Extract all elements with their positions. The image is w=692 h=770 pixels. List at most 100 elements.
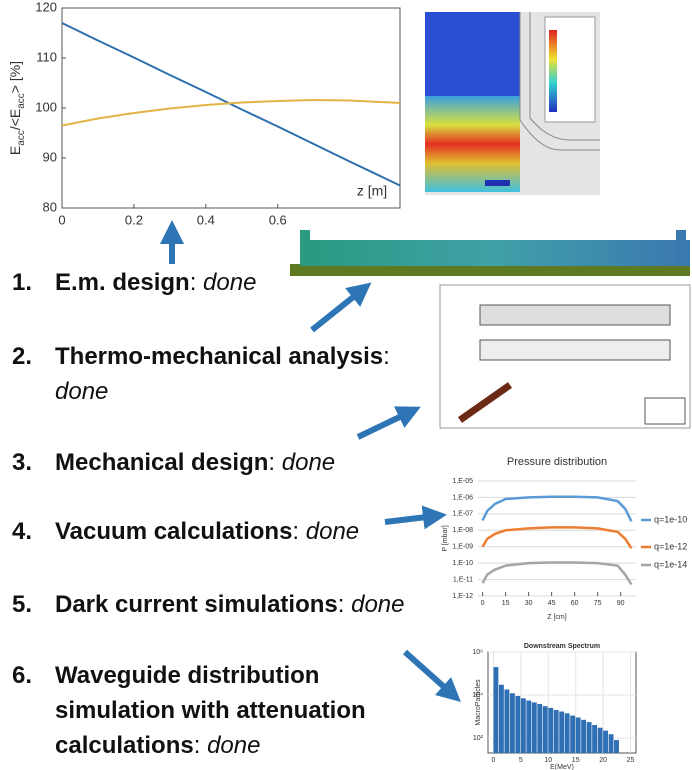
drawing-image bbox=[440, 285, 690, 428]
y-tick-label: 10⁶ bbox=[472, 649, 483, 656]
legend-label: q=1e-10 bbox=[654, 514, 687, 524]
histogram-bar bbox=[510, 693, 515, 753]
list-item: 5.Dark current simulations: done bbox=[12, 587, 475, 622]
histogram-bar bbox=[609, 734, 614, 753]
x-tick-label: 15 bbox=[572, 757, 580, 764]
y-axis-label-part: acc bbox=[16, 130, 27, 146]
x-tick-label: 0.6 bbox=[269, 212, 287, 227]
item-number: 5. bbox=[12, 587, 55, 622]
item-label: Thermo-mechanical analysis bbox=[55, 343, 383, 370]
histogram-bar bbox=[504, 690, 509, 753]
item-separator: : bbox=[338, 591, 345, 618]
y-tick-label: 1,E-10 bbox=[452, 560, 473, 567]
series-line bbox=[483, 497, 632, 522]
y-tick-label: 1,E-05 bbox=[452, 478, 473, 485]
item-label: E.m. design bbox=[55, 269, 190, 296]
x-tick-label: 5 bbox=[519, 757, 523, 764]
histogram-bar bbox=[515, 696, 520, 753]
x-tick-label: 0 bbox=[492, 757, 496, 764]
item-text: Vacuum calculations: done bbox=[55, 514, 455, 549]
y-axis-label: Eacc/<Eacc> [%] bbox=[7, 61, 27, 155]
item-text: Dark current simulations: done bbox=[55, 587, 475, 622]
item-separator: : bbox=[268, 449, 275, 476]
item-number: 1. bbox=[12, 265, 55, 300]
chart-title: Downstream Spectrum bbox=[524, 643, 600, 650]
histogram-bar bbox=[548, 708, 553, 753]
histogram-bar bbox=[559, 712, 564, 753]
item-text: E.m. design: done bbox=[55, 265, 455, 300]
item-separator: : bbox=[190, 269, 197, 296]
item-status: done bbox=[207, 732, 260, 759]
list-item: 3.Mechanical design: done bbox=[12, 445, 455, 480]
item-status: done bbox=[55, 378, 108, 405]
x-tick-label: 0.4 bbox=[197, 212, 215, 227]
histogram-bar bbox=[587, 722, 592, 753]
histogram-bar bbox=[521, 698, 526, 753]
y-tick-label: 100 bbox=[35, 99, 57, 114]
histogram-bar bbox=[592, 725, 597, 753]
histogram-bar bbox=[570, 716, 575, 753]
x-axis-label: z [m] bbox=[357, 183, 387, 199]
y-tick-label: 110 bbox=[36, 49, 57, 64]
chart-title: Pressure distribution bbox=[507, 456, 607, 468]
item-status: done bbox=[203, 269, 256, 296]
item-label: Mechanical design bbox=[55, 449, 268, 476]
x-tick-label: 10 bbox=[544, 757, 552, 764]
item-status: done bbox=[306, 518, 359, 545]
y-tick-label: 1,E-11 bbox=[453, 576, 473, 583]
x-tick-label: 20 bbox=[599, 757, 607, 764]
x-tick-label: 30 bbox=[525, 600, 533, 607]
list-item: 1.E.m. design: done bbox=[12, 265, 455, 300]
item-label: Dark current simulations bbox=[55, 591, 338, 618]
legend-label: q=1e-14 bbox=[654, 559, 687, 569]
item-separator: : bbox=[383, 343, 390, 370]
histogram-bar bbox=[565, 713, 570, 753]
histogram-bar bbox=[543, 706, 548, 753]
x-tick-label: 60 bbox=[571, 600, 579, 607]
legend-label: q=1e-12 bbox=[654, 541, 687, 551]
histogram-bar bbox=[581, 720, 586, 753]
y-tick-label: 1,E-08 bbox=[452, 527, 473, 534]
y-tick-label: 10² bbox=[473, 735, 484, 742]
fem-image bbox=[425, 12, 600, 195]
item-status: done bbox=[282, 449, 335, 476]
y-tick-label: 1,E-09 bbox=[452, 544, 473, 551]
item-status: done bbox=[351, 591, 404, 618]
histogram-bar bbox=[532, 702, 537, 753]
histogram-bar bbox=[598, 728, 603, 753]
y-axis-label-part: /<E bbox=[7, 109, 23, 130]
x-tick-label: 15 bbox=[502, 600, 510, 607]
x-axis-label: Z [cm] bbox=[547, 614, 566, 621]
y-axis-label-part: > [%] bbox=[7, 61, 23, 93]
item-number: 3. bbox=[12, 445, 55, 480]
histogram-bar bbox=[554, 710, 559, 753]
list-item: 6.Waveguide distribution simulation with… bbox=[12, 658, 425, 763]
y-tick-label: 1,E-06 bbox=[452, 494, 473, 501]
item-number: 6. bbox=[12, 658, 55, 763]
histogram-bar bbox=[499, 685, 504, 753]
y-tick-label: 120 bbox=[35, 0, 57, 14]
x-tick-label: 25 bbox=[627, 757, 635, 764]
list-item: 4.Vacuum calculations: done bbox=[12, 514, 455, 549]
x-tick-label: 45 bbox=[548, 600, 556, 607]
item-label: Vacuum calculations bbox=[55, 518, 292, 545]
histogram-bar bbox=[603, 731, 608, 753]
item-text: Thermo-mechanical analysis: done bbox=[55, 339, 440, 409]
item-number: 2. bbox=[12, 339, 55, 409]
x-tick-label: 0 bbox=[58, 212, 65, 227]
slide: 809010011012000.20.40.6z [m]Eacc/<Eacc> … bbox=[0, 0, 692, 770]
x-tick-label: 75 bbox=[594, 600, 602, 607]
histogram-bar bbox=[526, 701, 531, 753]
item-separator: : bbox=[292, 518, 299, 545]
item-separator: : bbox=[194, 732, 201, 759]
x-tick-label: 90 bbox=[617, 600, 625, 607]
y-axis-label-part: E bbox=[7, 146, 23, 155]
histogram-bar bbox=[537, 704, 542, 753]
item-number: 4. bbox=[12, 514, 55, 549]
histogram-bar bbox=[493, 667, 498, 753]
x-tick-label: 0.2 bbox=[125, 212, 143, 227]
y-axis-label-part: acc bbox=[16, 93, 27, 109]
y-tick-label: 90 bbox=[43, 149, 57, 164]
list-item: 2.Thermo-mechanical analysis: done bbox=[12, 339, 440, 409]
histogram-bar bbox=[614, 740, 619, 753]
